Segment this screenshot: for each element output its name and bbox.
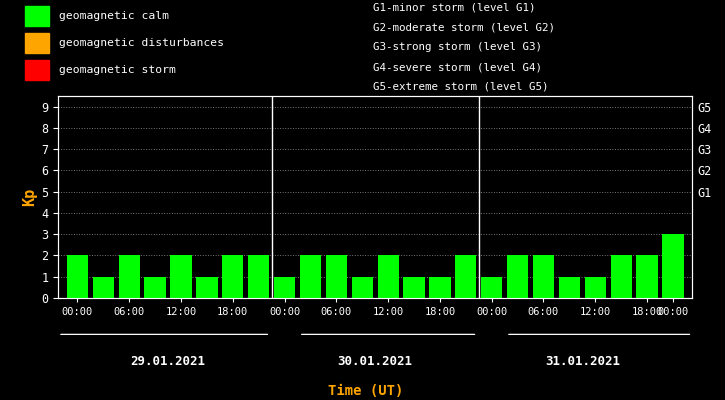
Text: geomagnetic storm: geomagnetic storm (59, 65, 176, 75)
Bar (67, 256, 88, 298)
Bar (248, 256, 269, 298)
Bar (222, 256, 244, 298)
Bar (533, 256, 554, 298)
Bar (326, 256, 347, 298)
Bar (455, 256, 476, 298)
Bar (378, 256, 399, 298)
Text: G4-severe storm (level G4): G4-severe storm (level G4) (373, 62, 542, 72)
Text: 29.01.2021: 29.01.2021 (130, 354, 206, 368)
Bar (93, 277, 114, 298)
Bar (637, 256, 658, 298)
Bar (25, 33, 49, 53)
Text: G3-strong storm (level G3): G3-strong storm (level G3) (373, 42, 542, 52)
Bar (584, 277, 606, 298)
Bar (610, 256, 631, 298)
Text: G1-minor storm (level G1): G1-minor storm (level G1) (373, 3, 536, 13)
Bar (196, 277, 218, 298)
Bar (559, 277, 580, 298)
Bar (429, 277, 450, 298)
Text: Time (UT): Time (UT) (328, 384, 404, 398)
Bar (481, 277, 502, 298)
Text: G5-extreme storm (level G5): G5-extreme storm (level G5) (373, 82, 549, 92)
Bar (663, 234, 684, 298)
Bar (300, 256, 321, 298)
Text: geomagnetic disturbances: geomagnetic disturbances (59, 38, 225, 48)
Bar (144, 277, 166, 298)
Text: 31.01.2021: 31.01.2021 (544, 354, 620, 368)
Bar (119, 256, 140, 298)
Text: geomagnetic calm: geomagnetic calm (59, 11, 170, 21)
Bar (274, 277, 295, 298)
Text: 30.01.2021: 30.01.2021 (338, 354, 413, 368)
Bar (170, 256, 191, 298)
Bar (507, 256, 529, 298)
Y-axis label: Kp: Kp (22, 188, 37, 206)
Bar (352, 277, 373, 298)
Text: G2-moderate storm (level G2): G2-moderate storm (level G2) (373, 22, 555, 32)
Bar (403, 277, 425, 298)
Bar (25, 6, 49, 26)
Bar (25, 60, 49, 80)
